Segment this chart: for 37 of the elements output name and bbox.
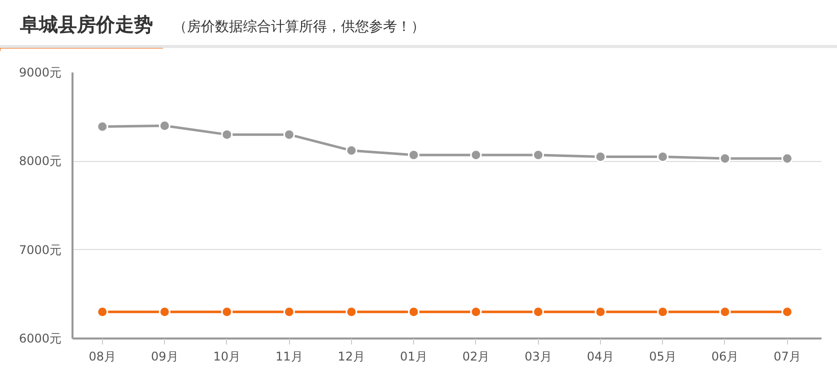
point — [346, 306, 358, 318]
x-tick-label: 11月 — [276, 350, 303, 364]
point — [96, 120, 108, 132]
point — [158, 306, 170, 318]
point — [470, 306, 482, 318]
point — [532, 149, 544, 161]
point — [719, 152, 731, 164]
y-tick-label: 9000元 — [18, 66, 62, 80]
x-tick-label: 05月 — [649, 350, 676, 364]
point — [221, 128, 233, 140]
x-tick-label: 10月 — [213, 350, 241, 364]
x-tick-label: 07月 — [774, 350, 801, 364]
point — [470, 149, 482, 161]
y-tick-label: 7000元 — [18, 242, 62, 257]
subtitle: （房价数据综合计算所得，供您参考！） — [173, 19, 425, 35]
x-tick-label: 01月 — [400, 350, 428, 364]
x-tick-label: 08月 — [88, 350, 116, 364]
point — [408, 306, 420, 318]
point — [532, 306, 544, 318]
y-tick-label: 6000元 — [18, 332, 62, 346]
y-tick-label: 8000元 — [18, 154, 62, 168]
x-tick-label: 02月 — [462, 350, 490, 364]
point — [656, 306, 668, 318]
point — [594, 306, 606, 318]
point — [719, 306, 731, 318]
x-tick-label: 04月 — [586, 350, 614, 364]
point — [221, 306, 233, 318]
point — [283, 128, 295, 140]
point — [782, 152, 794, 164]
point — [408, 149, 420, 161]
x-tick-label: 09月 — [151, 350, 178, 364]
point — [96, 306, 108, 318]
x-tick-label: 03月 — [524, 350, 552, 364]
point — [283, 306, 295, 318]
x-tick-label: 12月 — [338, 350, 366, 364]
x-tick-label: 06月 — [711, 350, 739, 364]
point — [346, 144, 358, 156]
